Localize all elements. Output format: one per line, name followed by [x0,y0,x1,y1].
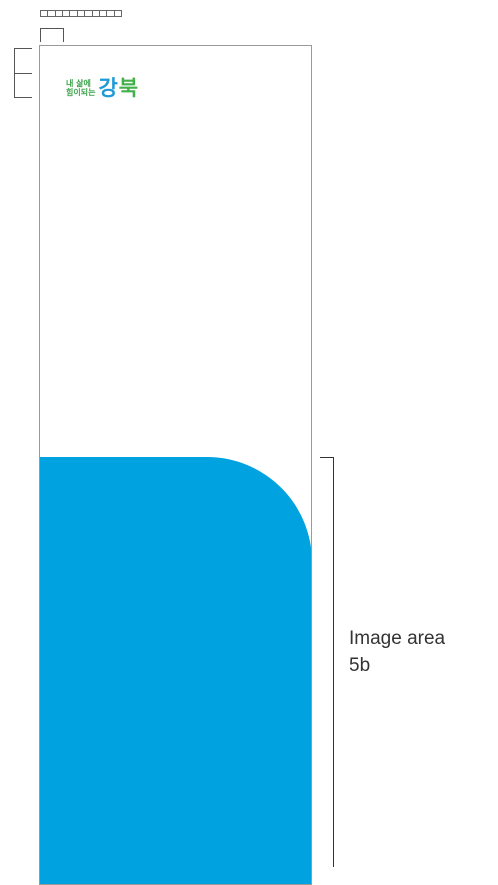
logo-wordmark: 강 북 [98,76,139,100]
top-dimension-ticks [40,10,122,17]
gangbuk-logo: 내 삶에 힘이되는 강 북 [66,76,139,100]
logo-tagline-line1: 내 삶에 [66,79,91,88]
image-area-label-line2: 5b [349,655,371,676]
left-margin-bracket [14,48,32,98]
banner-panel: 내 삶에 힘이되는 강 북 [39,45,312,885]
logo-mark-buk: 북 [118,76,139,100]
logo-tagline: 내 삶에 힘이되는 [66,79,95,97]
logo-tagline-line2: 힘이되는 [66,88,96,97]
image-area-label-line1: Image area [349,628,446,649]
image-area-dimension-bracket [320,457,334,867]
image-area-block [40,457,311,884]
image-area-label: Image area 5b [349,625,445,679]
logo-mark-gang: 강 [98,76,118,100]
corner-margin-mark [40,28,64,42]
